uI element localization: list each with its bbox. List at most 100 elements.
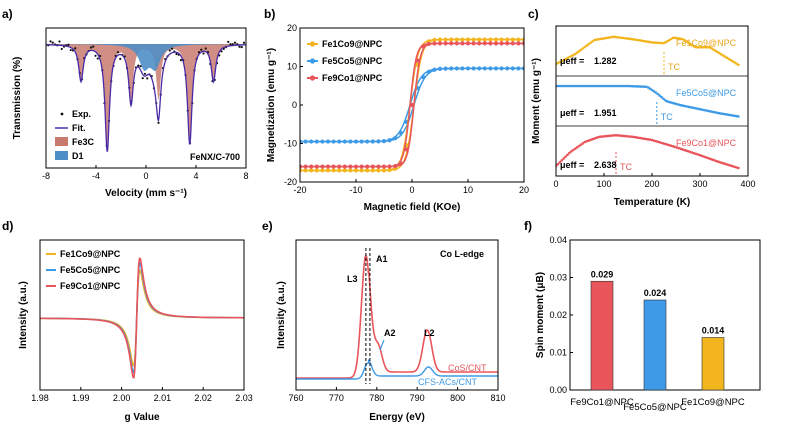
- mh-point: [443, 37, 448, 42]
- peak-a1: A1: [376, 254, 388, 264]
- panel-a-label: a): [2, 7, 13, 21]
- mh-point: [309, 168, 314, 173]
- panel-c-label: c): [528, 7, 539, 21]
- mh-point: [426, 41, 431, 47]
- panel-b-legend: Fe1Co9@NPC Fe5Co5@NPC Fe9Co1@NPC: [307, 39, 383, 83]
- mh-point: [437, 41, 443, 46]
- mh-point: [437, 66, 443, 72]
- mh-point: [499, 37, 504, 42]
- mh-point: [320, 164, 325, 169]
- mh-point: [348, 168, 353, 173]
- mh-point: [325, 168, 331, 173]
- c-x-ticklabel: 400: [740, 179, 755, 189]
- a-x-ticklabel: 4: [193, 171, 198, 181]
- c-name-fe9co1: Fe9Co1@NPC: [676, 138, 737, 148]
- exp-point: [202, 52, 205, 55]
- a-x-ticklabel: 8: [243, 171, 248, 181]
- d-legend-fe5co5: Fe5Co5@NPC: [60, 265, 121, 275]
- mh-point: [493, 37, 499, 42]
- panel-c: c) 0 100 200 300 400 Temperature (K) Moment …: [528, 7, 756, 208]
- mh-point: [359, 139, 364, 144]
- panel-b-curves: [300, 37, 524, 173]
- panel-b-ticks: -20 -10 0 10 20 20 10 0 -10 -20: [284, 23, 529, 195]
- c-tc-fe9co1: TC: [620, 162, 632, 172]
- bar-category-label: Fe9Co1@NPC: [570, 397, 634, 408]
- mh-point: [303, 168, 308, 173]
- exp-point: [200, 48, 203, 51]
- legend-exp: Exp.: [72, 109, 91, 119]
- exp-point: [58, 40, 61, 43]
- mh-point: [393, 136, 398, 141]
- mh-point: [426, 69, 431, 74]
- mh-point: [353, 168, 359, 173]
- mh-point: [381, 138, 387, 144]
- mh-point: [353, 139, 359, 144]
- mh-point: [314, 139, 319, 144]
- peak-a2: A2: [384, 328, 396, 338]
- mh-point: [454, 41, 459, 46]
- mh-point: [499, 41, 504, 46]
- mh-point: [387, 167, 392, 173]
- mh-point: [342, 139, 347, 144]
- exp-point: [141, 77, 144, 80]
- xas-cfs-line: [296, 358, 498, 380]
- exp-point: [92, 45, 95, 48]
- mh-point: [409, 102, 415, 108]
- mh-point: [365, 164, 370, 169]
- legend-fe3c-marker: [55, 137, 68, 146]
- panel-c-ylabel: Moment (emu g⁻¹): [531, 58, 542, 144]
- mh-point: [477, 41, 482, 46]
- c-x-ticklabel: 100: [596, 179, 611, 189]
- panel-d-xticks: 1.98 1.99 2.00 2.01 2.02 2.03: [31, 387, 253, 403]
- d-legend-fe1co9: Fe1Co9@NPC: [60, 249, 121, 259]
- b-x-ticklabel: -10: [349, 185, 362, 195]
- exp-point: [143, 72, 147, 75]
- b-x-ticklabel: 20: [519, 185, 529, 195]
- c-mu-value-1: 1.282: [594, 56, 617, 66]
- d-legend-fe9co1: Fe9Co1@NPC: [60, 281, 121, 291]
- mh-point: [342, 168, 347, 173]
- c-mu-fe5co5: μeff = 1.951: [560, 108, 617, 118]
- mh-point: [471, 66, 476, 71]
- c-mu-label-2: μeff =: [560, 108, 584, 118]
- e-x-ticklabel: 800: [450, 393, 465, 403]
- exp-points: [46, 40, 246, 147]
- c-mu-label-3: μeff =: [560, 160, 584, 170]
- exp-point: [74, 47, 77, 50]
- c-mu-value-2: 1.951: [594, 108, 617, 118]
- panel-f-ylabel: Spin moment (μB): [535, 272, 546, 358]
- mh-point: [342, 164, 347, 169]
- panel-e-xticks: 760 770 780 790 800 810: [288, 387, 506, 403]
- panel-d-ylabel: Intensity (a.u.): [18, 281, 29, 349]
- exp-point: [49, 40, 52, 43]
- panel-a: a) -8 -4 0 4 8 Velocity (mm s⁻¹) Transmissio…: [2, 7, 249, 199]
- panel-a-ylabel: Transmission (%): [12, 57, 23, 140]
- panel-c-xlabel: Temperature (K): [614, 197, 691, 208]
- mh-point: [353, 164, 359, 169]
- c-mu-fe9co1: μeff = 2.638: [560, 160, 617, 170]
- legend-fe1co9-dot: [309, 41, 316, 47]
- mh-point: [337, 139, 342, 144]
- legend-d1: D1: [72, 151, 84, 161]
- bar-value-label: 0.024: [644, 288, 667, 298]
- a-x-ticklabel: -8: [42, 171, 50, 181]
- mh-point: [460, 66, 465, 71]
- exp-point: [170, 47, 174, 50]
- mh-point: [393, 163, 398, 169]
- panel-b-xlabel: Magnetic field (KOe): [364, 202, 461, 213]
- panel-d-frame: [39, 239, 245, 391]
- exp-point: [168, 49, 171, 52]
- mh-point: [471, 37, 476, 42]
- mh-point: [331, 139, 336, 144]
- d1-subspectrum: [46, 44, 246, 71]
- peak-l3: L3: [347, 274, 358, 284]
- mh-point: [331, 164, 336, 169]
- b-x-ticklabel: -20: [293, 185, 306, 195]
- exp-point: [89, 46, 93, 49]
- c-x-ticklabel: 200: [644, 179, 659, 189]
- mh-point: [432, 67, 437, 72]
- mh-point: [488, 37, 493, 42]
- legend-fe5co5: Fe5Co5@NPC: [322, 56, 383, 66]
- c-tc-fe1co9: TC: [668, 62, 680, 72]
- panel-d-xlabel: g Value: [124, 412, 159, 423]
